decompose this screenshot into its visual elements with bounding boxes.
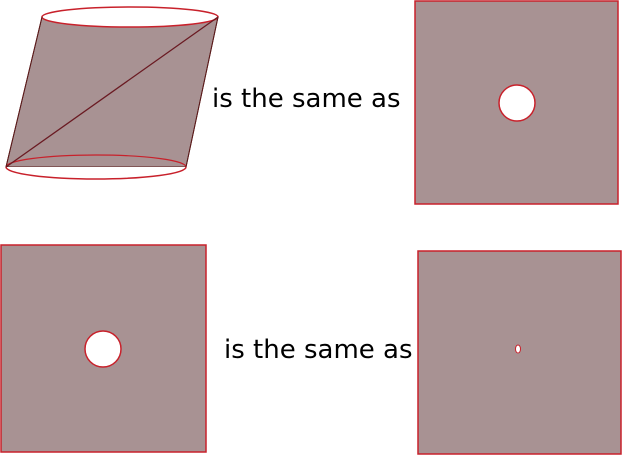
cylinder-bottom-rim-front: [5, 166, 187, 180]
square-with-hole-shape: [414, 0, 619, 205]
connector-text-top: is the same as: [212, 84, 401, 114]
cylinder-top-rim: [41, 6, 219, 28]
cylinder-left-edge: [5, 16, 43, 168]
cylinder-shape: [5, 6, 219, 180]
tiny-hole: [515, 344, 521, 354]
cylinder-diagonal-seam: [5, 16, 219, 168]
square-with-hole-shape-bottom: [0, 244, 207, 453]
square-with-tiny-hole-shape: [417, 250, 622, 455]
circular-hole: [498, 84, 536, 122]
cylinder-bottom-rim-back: [5, 154, 187, 168]
connector-text-bottom: is the same as: [224, 335, 413, 365]
cylinder-right-edge: [185, 16, 219, 168]
circular-hole-bottom: [84, 330, 122, 368]
